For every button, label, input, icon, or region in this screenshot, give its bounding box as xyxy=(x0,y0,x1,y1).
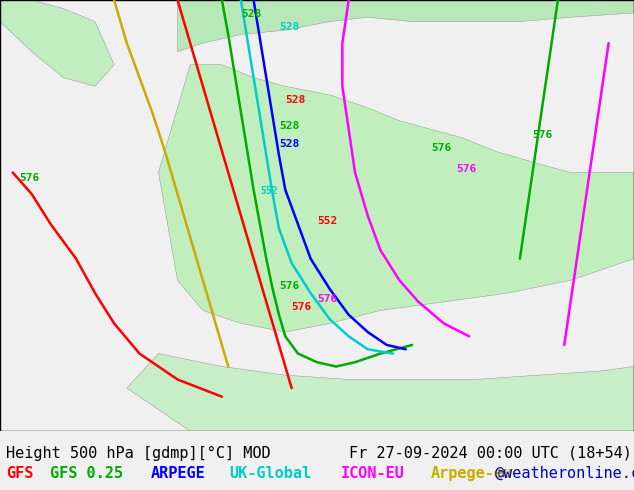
Polygon shape xyxy=(178,0,634,52)
Text: 576: 576 xyxy=(292,302,312,313)
Polygon shape xyxy=(158,65,634,332)
Text: @weatheronline.co.uk: @weatheronline.co.uk xyxy=(495,466,634,481)
Text: Height 500 hPa [gdmp][°C] MOD: Height 500 hPa [gdmp][°C] MOD xyxy=(6,446,271,461)
Text: 552: 552 xyxy=(317,216,337,226)
Text: 552: 552 xyxy=(260,186,278,196)
Polygon shape xyxy=(0,0,114,86)
Text: 576: 576 xyxy=(431,143,451,153)
Text: 528: 528 xyxy=(279,22,299,32)
Text: 528: 528 xyxy=(285,96,306,105)
Text: 576: 576 xyxy=(533,130,553,140)
Text: GFS 0.25: GFS 0.25 xyxy=(50,466,123,481)
Text: 528: 528 xyxy=(241,9,261,19)
Text: 528: 528 xyxy=(279,122,299,131)
Text: Arpege-eu: Arpege-eu xyxy=(430,466,513,481)
Text: 528: 528 xyxy=(279,139,299,148)
Text: 576: 576 xyxy=(456,165,477,174)
Text: GFS: GFS xyxy=(6,466,34,481)
Text: 576: 576 xyxy=(317,294,337,304)
Text: Fr 27-09-2024 00:00 UTC (18+54): Fr 27-09-2024 00:00 UTC (18+54) xyxy=(349,446,631,461)
Text: 576: 576 xyxy=(279,281,299,291)
Text: UK-Global: UK-Global xyxy=(229,466,311,481)
Text: ICON-EU: ICON-EU xyxy=(341,466,405,481)
Text: 576: 576 xyxy=(19,173,39,183)
Text: ARPEGE: ARPEGE xyxy=(151,466,205,481)
Polygon shape xyxy=(127,354,634,431)
